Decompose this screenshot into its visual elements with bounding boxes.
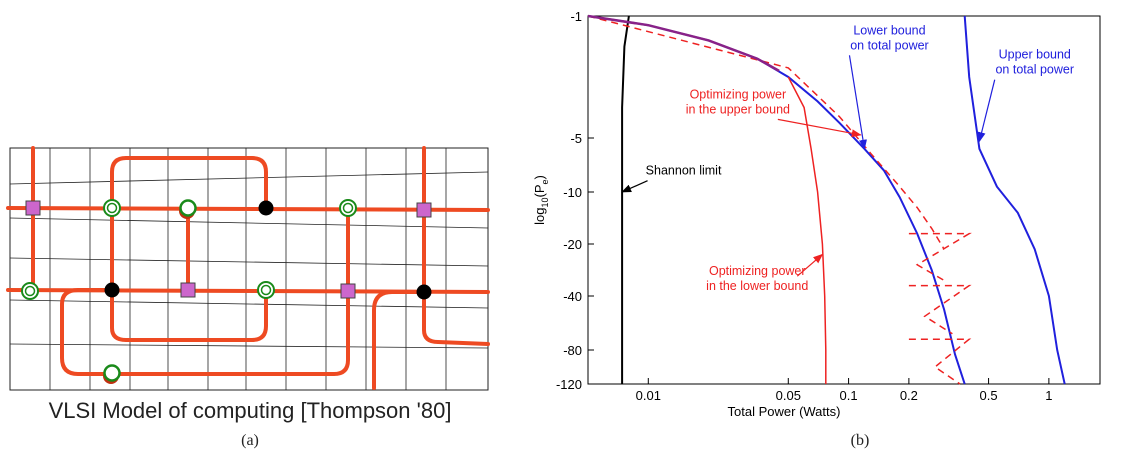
x-tick-label: 0.1 (840, 388, 858, 403)
series-line-opt_upper_dashed (587, 15, 945, 250)
x-axis-label: Total Power (Watts) (728, 404, 841, 419)
ring-node (103, 199, 121, 217)
ring-node-inner (260, 284, 272, 296)
black-node (258, 200, 274, 216)
panel-a-label: (a) (241, 432, 259, 449)
vlsi-grid-line (9, 299, 489, 309)
y-tick-label: -120 (556, 377, 582, 392)
series-line-opt_lower (787, 76, 827, 384)
vlsi-panel: VLSI Model of computing [Thompson '80] (… (0, 0, 500, 459)
ring-node-inner (342, 202, 354, 214)
y-tick-label: -40 (563, 289, 582, 304)
sawtooth-dashed (908, 284, 972, 335)
vlsi-grid-line (9, 343, 489, 349)
y-tick-label: -20 (563, 237, 582, 252)
vlsi-grid-line (9, 257, 489, 267)
square-node (416, 202, 432, 218)
vlsi-grid-line (9, 217, 489, 229)
annotation-text: Optimizing power (690, 87, 787, 101)
x-tick-label: 0.2 (900, 388, 918, 403)
annotation-text: on total power (850, 38, 929, 52)
series-line-lower_bound (587, 15, 966, 385)
terminal-node (179, 199, 197, 217)
annotation-text: in the upper bound (686, 102, 790, 116)
black-node (104, 282, 120, 298)
y-axis-label: log10(Pe) (532, 175, 550, 225)
vlsi-diagram (6, 146, 490, 391)
vlsi-wire (60, 206, 350, 376)
vlsi-wire (422, 146, 490, 346)
vlsi-wire (110, 156, 268, 210)
black-node (416, 284, 432, 300)
x-tick-label: 1 (1045, 388, 1052, 403)
x-tick-label: 0.05 (776, 388, 801, 403)
panel-b-label: (b) (850, 432, 870, 449)
annotation-arrow (796, 253, 824, 277)
y-tick-label: -1 (570, 9, 582, 24)
vlsi-grid-line (9, 171, 489, 185)
vlsi-frame (9, 147, 489, 391)
annotation-arrow (621, 180, 648, 193)
vlsi-wire (110, 206, 268, 342)
annotation-text: on total power (995, 63, 1074, 77)
annotation-arrow (777, 118, 862, 138)
sawtooth-dashed (908, 232, 972, 282)
power-chart: -1 -5 -10 -20 -40 -80 -120 0.01 0.05 0.1 0.2 0.5 1 To… (532, 9, 1101, 419)
power-chart-panel: -1 -5 -10 -20 -40 -80 -120 0.01 0.05 0.1 0.2 0.5 1 To… (520, 0, 1122, 459)
y-tick-label: -80 (563, 343, 582, 358)
series-line-upper_bound (963, 15, 1066, 385)
ring-node (257, 281, 275, 299)
annotation-text: Optimizing power (709, 264, 806, 278)
y-tick-label: -5 (570, 131, 582, 146)
ring-node-inner (106, 202, 118, 214)
vlsi-caption: VLSI Model of computing [Thompson '80] (48, 398, 452, 423)
square-node (25, 200, 41, 216)
plot-frame (587, 15, 1101, 385)
annotation-arrow (848, 55, 867, 150)
x-tick-label: 0.5 (980, 388, 998, 403)
x-tick-label: 0.01 (636, 388, 661, 403)
annotation: Shannon limit (621, 164, 722, 193)
ring-node-inner (24, 285, 36, 297)
vlsi-wire (372, 290, 426, 390)
y-tick-label: -10 (563, 185, 582, 200)
ring-node (21, 282, 39, 300)
series-line-shared (587, 14, 780, 72)
vlsi-wire (6, 206, 490, 212)
annotation-text: Upper bound (999, 48, 1071, 62)
annotation-text: in the lower bound (706, 279, 808, 293)
square-node (180, 282, 196, 298)
annotation-text: Lower bound (853, 23, 925, 37)
annotation-text: Shannon limit (646, 164, 722, 178)
series-line-shannon (621, 15, 630, 384)
terminal-node (103, 364, 121, 382)
sawtooth-dashed (908, 338, 972, 385)
ring-node (339, 199, 357, 217)
annotation-arrow (977, 79, 996, 143)
square-node (340, 283, 356, 299)
